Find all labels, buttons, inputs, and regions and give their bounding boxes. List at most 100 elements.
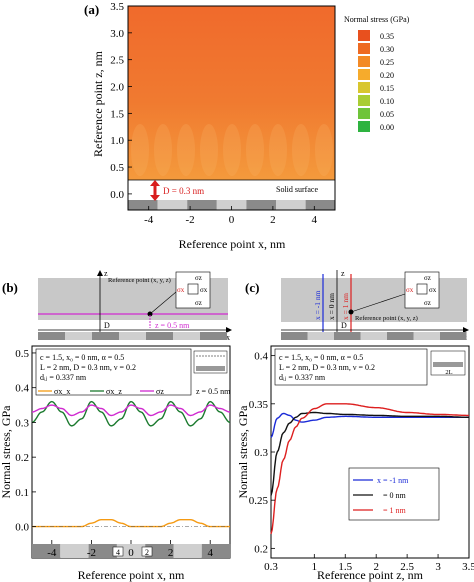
y-tick-label: 1.0 — [110, 135, 124, 147]
schematic-b-sigz-top: σz — [195, 274, 202, 282]
heatmap-blob — [200, 124, 218, 176]
surface-gap — [128, 180, 335, 200]
plot-b-inset — [193, 350, 228, 374]
schematic-c-sigx-right: σx — [429, 286, 437, 294]
schematic-c-label-red: x = 1 nm — [341, 293, 350, 320]
plot-c-ylabel: Normal stress, GPa — [237, 405, 250, 499]
surface-block — [145, 544, 174, 558]
y-tick-label: 0.35 — [249, 399, 269, 411]
colorbar-tick-label: 0.10 — [380, 97, 394, 106]
colorbar-swatch — [358, 69, 370, 80]
bar-label-2: 2 — [145, 548, 149, 557]
colorbar-tick-label: 0.25 — [380, 58, 394, 67]
y-tick-label: 0.0 — [110, 189, 124, 201]
panel-c-tag: (c) — [245, 280, 259, 295]
y-tick-label: 0.2 — [15, 452, 29, 464]
x-tick-label: 2 — [168, 547, 174, 559]
plot-b-param-1: c = 1.5, x₀ = 0 nm, α = 0.5 — [40, 353, 124, 362]
y-tick-label: 0.3 — [254, 447, 268, 459]
plot-c-param-1: c = 1.5, x₀ = 0 nm, α = 0.5 — [279, 353, 363, 362]
schematic-b-sigz-bottom: σz — [195, 299, 202, 307]
x-tick-label: 4 — [207, 547, 213, 559]
schematic-block — [360, 332, 387, 340]
d-label: D = 0.3 nm — [163, 186, 204, 196]
panel-a: (a) D = 0.3 nm Solid surface -4 -2 0 2 40.00… — [84, 1, 410, 251]
plot-c-axes: 0.3 1 1.5 2 2.5 3 3.5 0.2 0.25 0.3 0.35 0.4 — [249, 351, 474, 573]
plot-c-param-3: dᵢⱼ = 0.337 nm — [279, 373, 326, 382]
bar-label-4: 4 — [116, 548, 120, 557]
y-tick-label: 3.5 — [110, 1, 124, 13]
heatmap-blob — [269, 124, 287, 176]
schematic-block — [387, 332, 414, 340]
y-tick-label: 1.5 — [110, 108, 124, 120]
x-tick-label: 3.5 — [462, 561, 474, 573]
series-line-2 — [31, 404, 231, 417]
panel-a-tag: (a) — [84, 2, 99, 17]
x-tick-label: -4 — [47, 547, 57, 559]
schematic-c-sigx-left: σx — [406, 286, 414, 294]
plot-b-xlabel: Reference point x, nm — [78, 568, 185, 582]
heatmap-blob — [292, 124, 310, 176]
schematic-block — [146, 332, 173, 340]
surface-blocks — [128, 200, 336, 210]
x-tick-label: -4 — [144, 214, 154, 226]
y-tick-label: 2.5 — [110, 55, 124, 67]
series-line-0 — [32, 519, 230, 528]
legend-b-2: σz — [156, 387, 164, 396]
panel-b-tag: (b) — [2, 280, 18, 295]
panel-a-ylabel: Reference point z, nm — [91, 50, 105, 157]
colorbar-swatch — [358, 121, 370, 132]
inset-2l-label: 2L — [445, 369, 452, 376]
inset-surface — [433, 362, 463, 367]
y-tick-label: 0.2 — [254, 543, 268, 555]
y-tick-label: 0.4 — [254, 351, 268, 363]
heatmap-blob — [131, 124, 149, 176]
colorbar-tick-label: 0.05 — [380, 110, 394, 119]
surface-block — [157, 200, 188, 210]
panel-c-schematic: σz σx σx σz x = -1 nm x = 0 nm x = 1 nm … — [281, 269, 469, 342]
colorbar-swatch — [358, 43, 370, 54]
panel-a-axes: -4 -2 0 2 4 0.0 0.5 1.0 1.5 2.0 2.5 3.0 3.5 — [110, 1, 317, 226]
y-tick-label: 0.4 — [15, 383, 29, 395]
panel-b-schematic: σz σx σx σz Reference point (x, y, z) z … — [38, 269, 232, 342]
colorbar-tick-label: 0.15 — [380, 84, 394, 93]
schematic-b-d: D — [104, 321, 110, 330]
legend-c-2: = 1 nm — [383, 506, 407, 515]
x-tick-label: 0 — [229, 214, 235, 226]
y-tick-label: 0.5 — [110, 162, 124, 174]
plot-b-param-2: L = 2 nm, D = 0.3 nm, ν = 0.2 — [40, 363, 136, 372]
surface-block — [32, 544, 61, 558]
colorbar: 0.35 0.30 0.25 0.20 0.15 0.10 0.05 0.00 — [358, 30, 394, 132]
colorbar-tick-label: 0.30 — [380, 45, 394, 54]
heatmap-blob — [315, 124, 333, 176]
schematic-block — [92, 332, 119, 340]
plot-b-param-box — [35, 348, 192, 396]
series-line-1 — [31, 400, 231, 427]
schematic-b-xaxis: x — [226, 333, 230, 342]
y-tick-label: 0.1 — [15, 487, 29, 499]
surface-block — [187, 200, 217, 210]
schematic-b-ref: Reference point (x, y, z) — [108, 277, 171, 284]
x-tick-label: 1 — [312, 561, 318, 573]
plot-b-legend: σx_x σx_z σz — [38, 387, 164, 396]
heatmap-blob — [177, 124, 195, 176]
schematic-b-zaxis: z — [104, 269, 108, 278]
schematic-block — [413, 332, 440, 340]
x-tick-label: 2.5 — [400, 561, 414, 573]
surface-block — [88, 544, 117, 558]
series-line-1 — [270, 411, 469, 496]
plot-c-inset: 2L — [430, 350, 466, 376]
panel-b: (b) σz σx σx σz Reference point (x, y, z… — [0, 269, 232, 582]
x-tick-label: 2 — [270, 214, 276, 226]
series-line-0 — [270, 412, 469, 438]
colorbar-tick-label: 0.35 — [380, 32, 394, 41]
surface-block — [128, 200, 158, 210]
x-tick-label: 3 — [435, 561, 441, 573]
legend-b-1: σx_z — [106, 387, 122, 396]
legend-b-0: σx_x — [54, 387, 70, 396]
surface-block — [216, 200, 247, 210]
heatmap-texture — [131, 124, 333, 176]
x-tick-label: 0.3 — [264, 561, 278, 573]
series-line-2 — [270, 403, 469, 535]
